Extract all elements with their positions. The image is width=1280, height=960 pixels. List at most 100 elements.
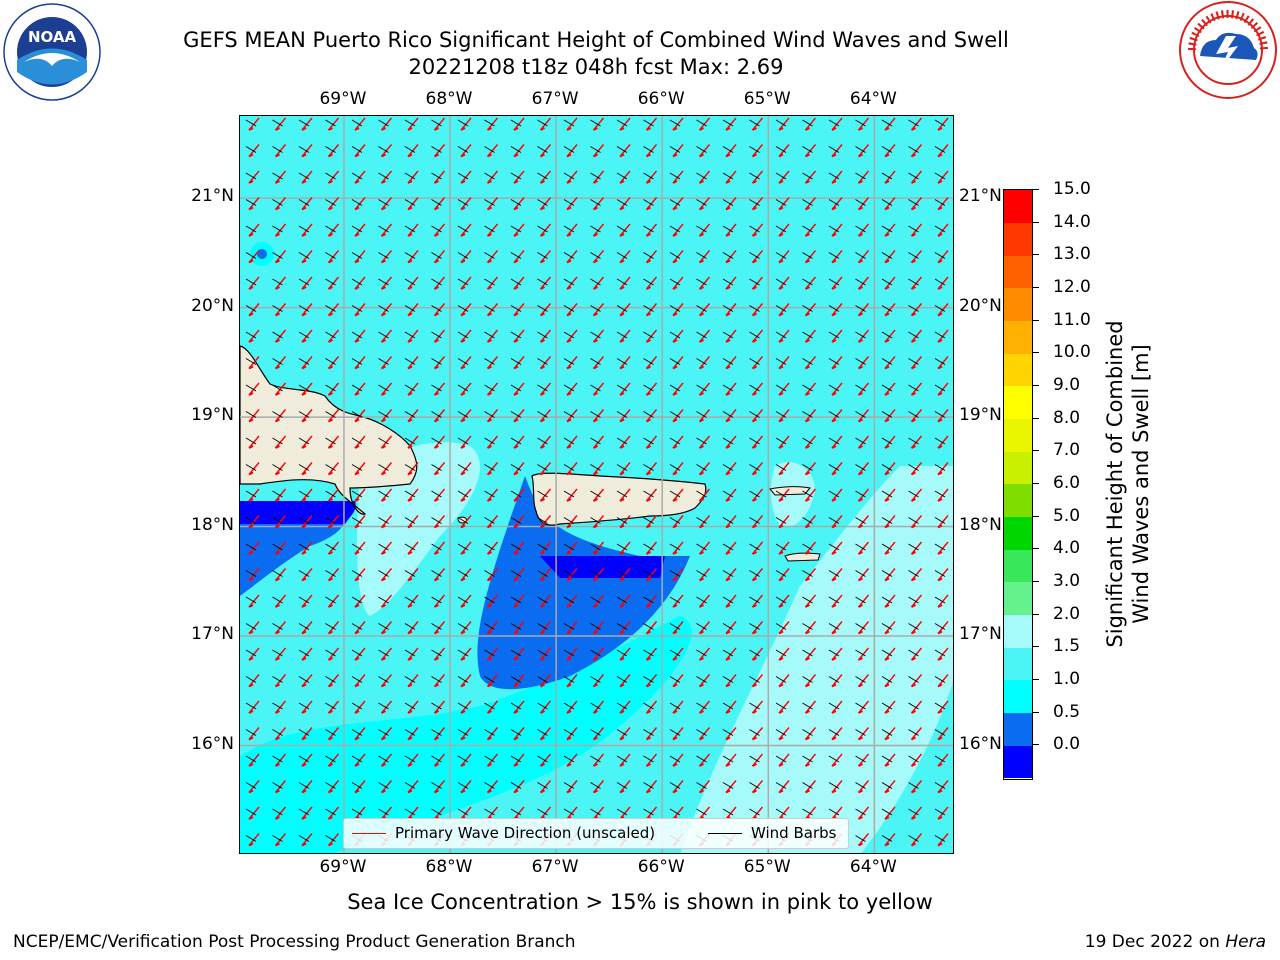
wave-arrow-head	[301, 842, 307, 847]
wave-arrow-head	[937, 657, 943, 661]
wave-arrow	[380, 329, 393, 343]
wave-arrow-head	[487, 206, 492, 211]
wave-arrow	[380, 170, 393, 184]
wave-arrow	[619, 356, 631, 369]
wave-arrow-head	[593, 365, 598, 370]
colorbar-tick-label: 6.0	[1053, 473, 1081, 493]
wave-arrow-head	[778, 630, 784, 635]
wind-barb	[245, 702, 257, 710]
wave-arrow-head	[752, 471, 757, 476]
wave-arrow	[380, 594, 393, 608]
wave-arrow-head	[646, 259, 651, 264]
wind-barb	[457, 172, 469, 180]
wave-arrow-head	[752, 259, 757, 264]
wave-arrow-head	[593, 471, 598, 476]
wave-arrow	[910, 727, 923, 740]
wind-barb	[484, 225, 495, 233]
wave-arrow	[407, 329, 419, 343]
wave-arrow	[937, 780, 949, 793]
wave-arrow	[539, 303, 552, 316]
wave-arrow-head	[540, 789, 545, 794]
wave-arrow	[698, 117, 711, 131]
wave-arrow-head	[937, 736, 943, 741]
wave-arrow-head	[831, 577, 837, 582]
wave-spot-center	[257, 249, 267, 259]
wave-arrow-head	[407, 604, 413, 608]
wave-arrow	[592, 700, 605, 714]
wind-barb	[775, 702, 787, 710]
wave-arrow-head	[328, 233, 333, 237]
wave-arrow-head	[593, 233, 598, 237]
wind-barb	[934, 119, 946, 127]
wind-barb	[855, 517, 866, 524]
wave-arrow-head	[460, 445, 466, 449]
wind-barb	[934, 146, 946, 153]
wave-arrow-head	[381, 577, 386, 582]
lat-label-right: 21°N	[959, 186, 1002, 207]
wave-arrow-head	[540, 365, 545, 370]
wave-arrow-head	[911, 736, 916, 741]
wave-arrow	[672, 117, 684, 131]
wave-arrow	[937, 409, 949, 422]
wave-arrow-head	[434, 180, 439, 184]
wave-arrow	[592, 303, 605, 316]
wave-arrow	[460, 223, 472, 237]
wind-barb	[457, 808, 469, 816]
wind-barb	[378, 331, 389, 339]
wave-arrow-head	[301, 365, 307, 370]
wave-arrow-head	[646, 551, 651, 555]
wave-arrow	[327, 833, 340, 846]
wave-arrow	[513, 647, 525, 661]
wave-arrow	[804, 541, 817, 555]
wind-barb	[590, 649, 601, 657]
wave-arrow-head	[805, 471, 810, 476]
wind-barb	[669, 225, 681, 233]
wave-arrow	[407, 382, 419, 396]
wave-arrow	[354, 329, 366, 343]
wind-barb	[749, 517, 760, 524]
wind-barb	[457, 358, 469, 365]
wind-barb	[722, 755, 734, 763]
wind-barb	[245, 676, 257, 683]
wave-arrow-head	[937, 206, 943, 211]
wave-arrow-head	[884, 392, 890, 396]
wave-arrow-head	[858, 763, 863, 767]
wind-barb	[696, 570, 707, 577]
wind-barb	[298, 596, 310, 604]
wave-band-0-0.5m	[540, 556, 665, 578]
wind-barb	[351, 623, 363, 630]
wave-arrow	[884, 303, 896, 316]
wind-barb	[563, 570, 575, 577]
wave-arrow	[566, 515, 578, 528]
wave-arrow-head	[752, 789, 757, 794]
wave-arrow	[248, 674, 260, 687]
wind-barb	[828, 490, 840, 498]
virgin-islands-land	[784, 552, 821, 562]
wave-arrow	[725, 753, 737, 767]
wave-arrow-head	[566, 763, 572, 767]
map-area[interactable]	[239, 115, 954, 854]
wave-arrow-head	[434, 710, 439, 714]
wave-arrow	[486, 700, 499, 714]
wave-arrow-head	[593, 524, 598, 529]
wind-barb	[669, 570, 681, 577]
wave-arrow	[778, 727, 790, 740]
wave-arrow	[407, 647, 419, 661]
wind-barb	[590, 437, 601, 445]
wave-arrow-head	[381, 630, 386, 635]
wave-arrow	[380, 117, 393, 131]
wave-arrow	[274, 488, 287, 502]
wind-barb	[590, 331, 601, 339]
wave-arrow-head	[275, 842, 280, 847]
wave-arrow	[301, 568, 313, 581]
wave-arrow-head	[593, 127, 598, 131]
wave-arrow-head	[884, 789, 890, 794]
wave-arrow	[460, 647, 472, 661]
wave-arrow	[698, 647, 711, 661]
wave-arrow-head	[752, 630, 757, 635]
wind-barb	[457, 225, 469, 233]
wave-arrow-head	[460, 657, 466, 661]
wave-arrow	[539, 329, 552, 343]
wind-barb	[590, 411, 601, 418]
wave-arrow-head	[540, 418, 545, 423]
